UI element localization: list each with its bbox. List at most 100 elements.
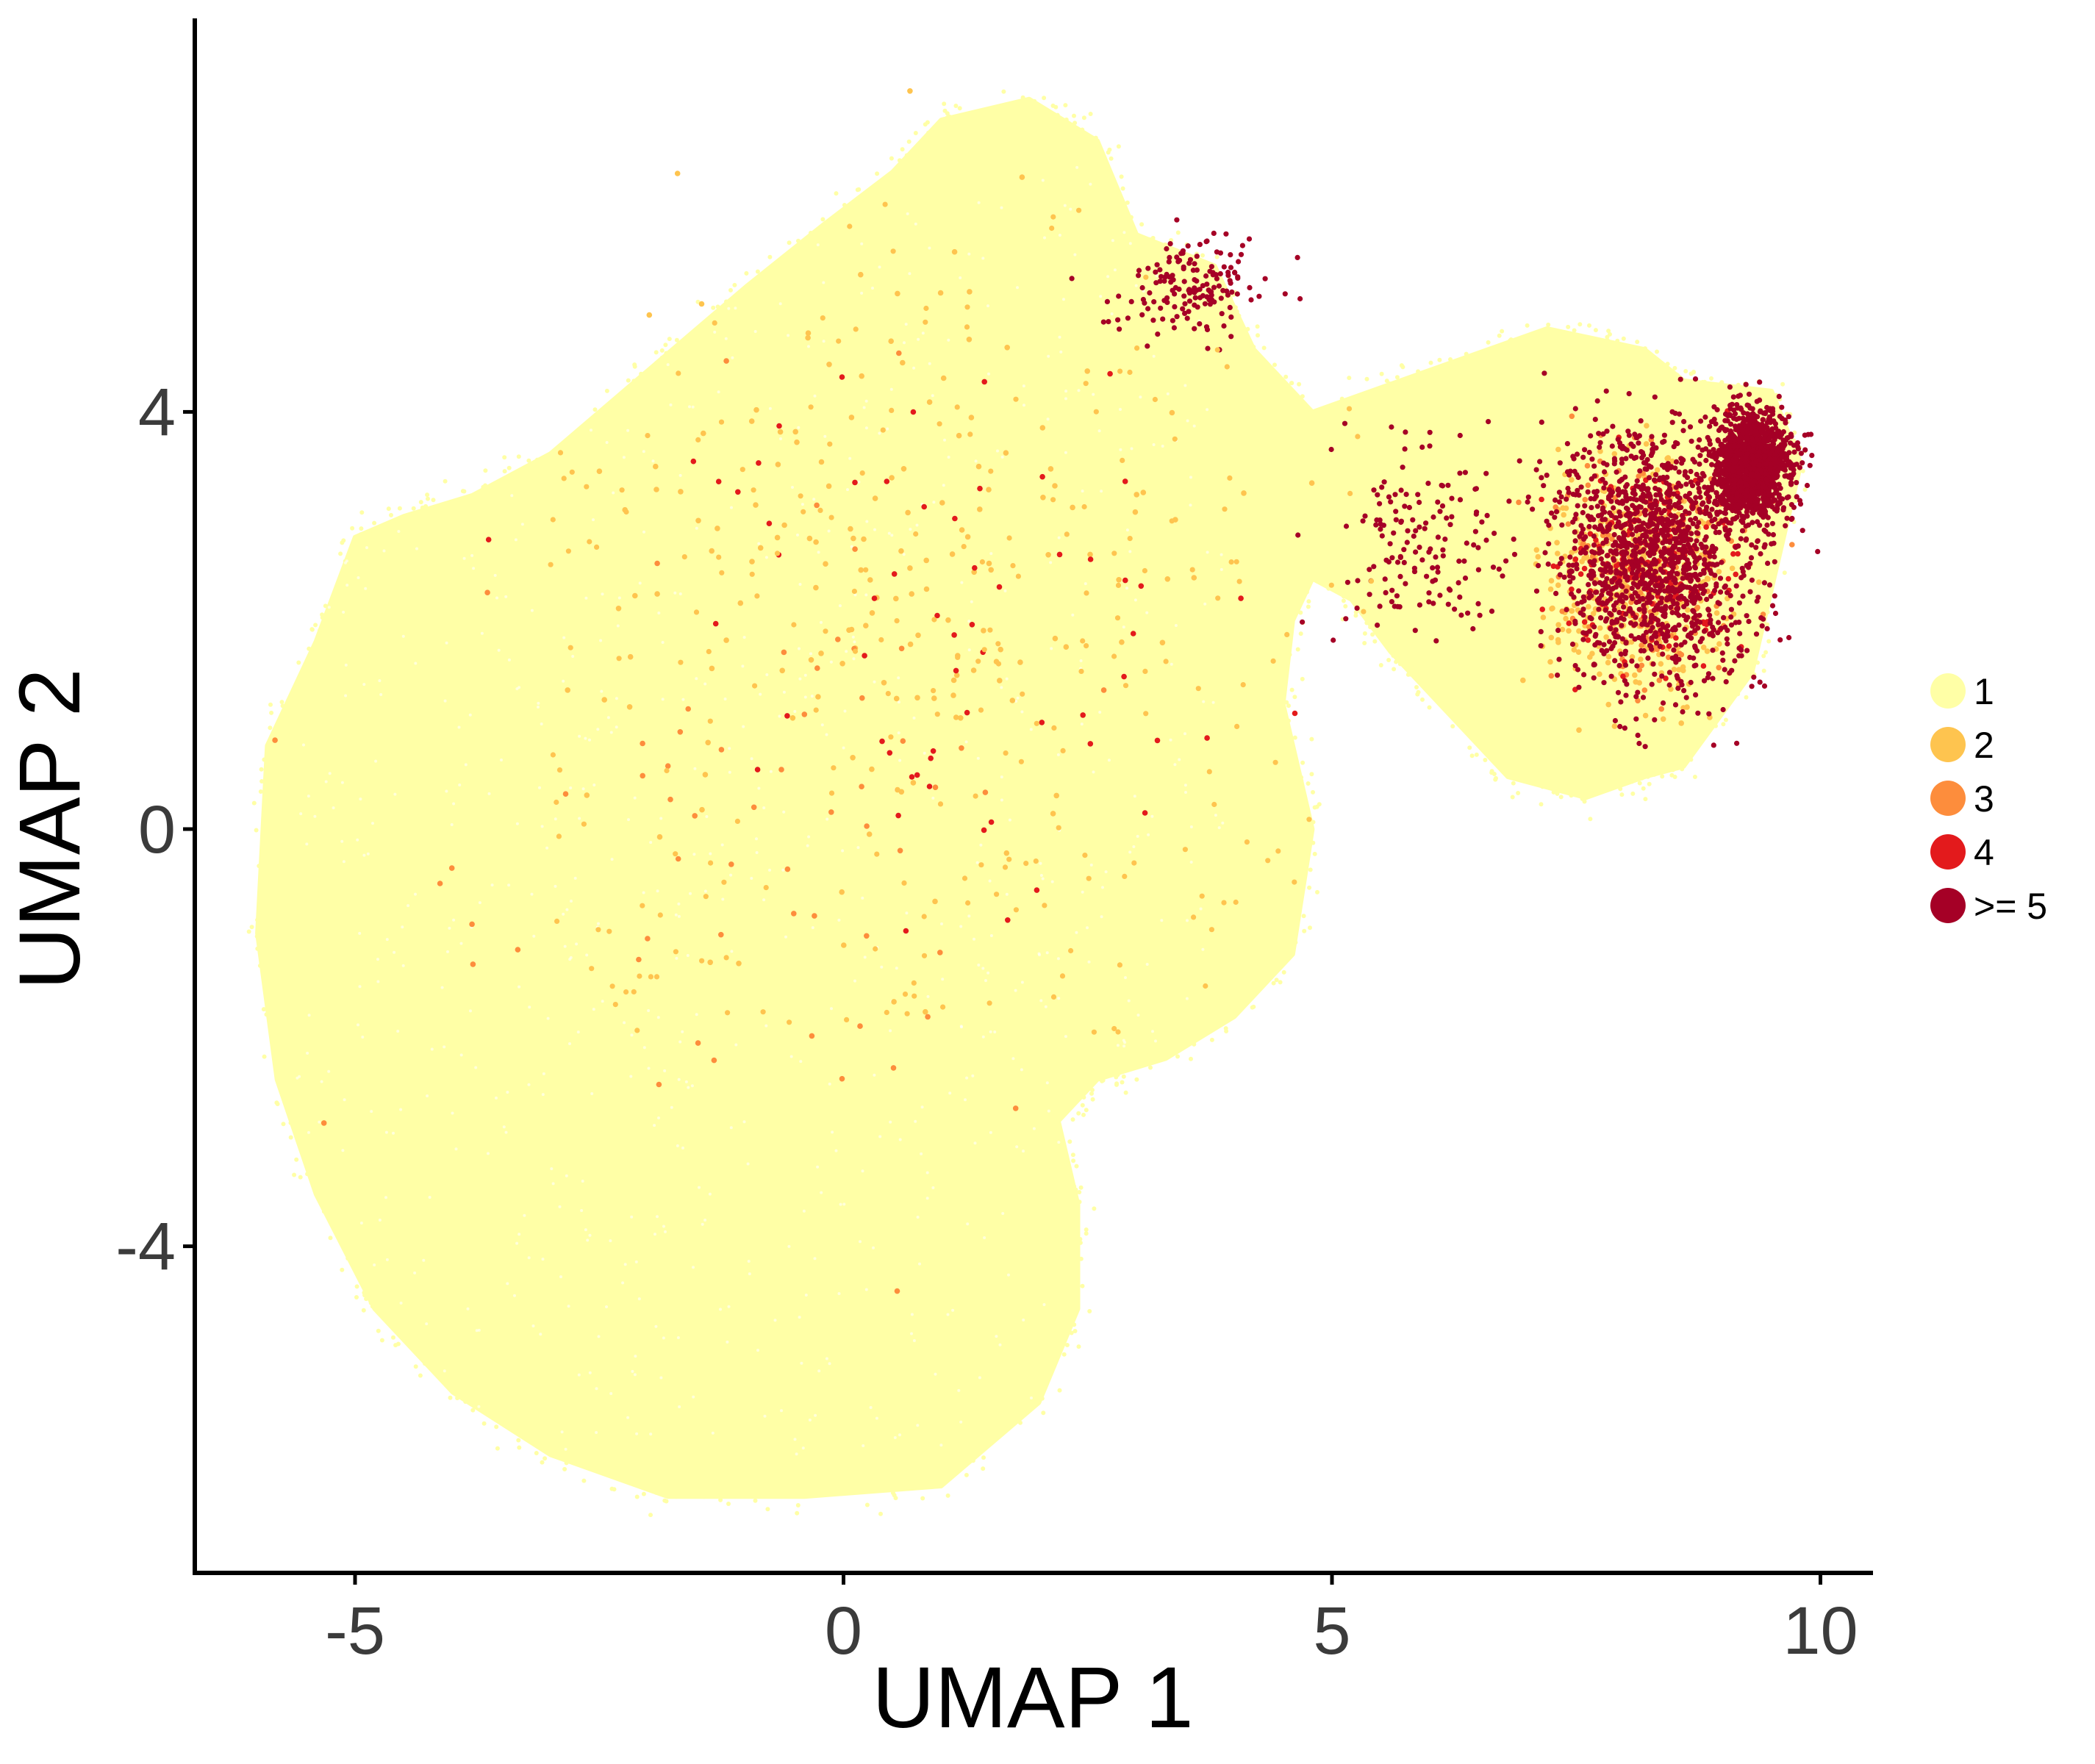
series-1-point [826, 1492, 831, 1497]
cloud-texture-dot [1173, 763, 1177, 767]
series-2-point [1716, 569, 1722, 575]
series-1-point [1059, 1327, 1064, 1332]
cloud-texture-dot [537, 701, 540, 705]
series-2-point [1003, 850, 1010, 856]
series-1-point [1074, 1258, 1079, 1263]
series-2-point [848, 626, 855, 633]
series-1-point [474, 498, 479, 503]
series-1-point [653, 350, 659, 355]
series-1-point [377, 1311, 382, 1316]
series-5-point [1704, 596, 1710, 603]
series-1-point [1052, 1363, 1056, 1369]
cloud-texture-dot [1077, 389, 1081, 392]
series-2-point [998, 646, 1003, 653]
series-1-point [1765, 609, 1770, 614]
series-4-point [756, 460, 762, 466]
series-1-point [1048, 1126, 1053, 1131]
series-1-point [1070, 1197, 1074, 1202]
series-1-point [562, 1466, 567, 1471]
series-5-point [1624, 481, 1630, 488]
series-2-point [805, 334, 811, 341]
series-5-point [1625, 429, 1631, 434]
cloud-texture-dot [813, 1257, 817, 1261]
series-5-point [1600, 588, 1605, 594]
series-5-point [1669, 420, 1675, 426]
series-1-point [1271, 689, 1276, 694]
cloud-texture-dot [678, 473, 682, 477]
cloud-texture-dot [458, 784, 462, 786]
series-5-point [1670, 564, 1676, 570]
cloud-texture-dot [1057, 536, 1061, 539]
series-1-point [1652, 772, 1657, 777]
series-5-point [1614, 469, 1619, 475]
series-4-point [977, 485, 983, 492]
series-5-point [1711, 554, 1717, 560]
cloud-texture-dot [478, 901, 481, 905]
series-5-point [1687, 545, 1693, 551]
series-2-point [986, 560, 992, 567]
cloud-texture-dot [960, 581, 964, 584]
series-2-point [1009, 698, 1016, 703]
series-5-point [1619, 562, 1625, 569]
cloud-texture-dot [616, 624, 620, 628]
series-5-point [1653, 542, 1659, 548]
series-5-point [1633, 694, 1639, 700]
cloud-texture-dot [340, 839, 344, 843]
series-2-point [1052, 635, 1059, 642]
series-5-point [1688, 630, 1694, 636]
series-5-point [1695, 481, 1701, 487]
series-5-point [1651, 477, 1658, 483]
series-5-point [1636, 740, 1642, 747]
series-1-point [1276, 725, 1281, 730]
series-1-point [1281, 686, 1286, 691]
series-5-point [1580, 509, 1586, 516]
series-5-point [1572, 516, 1578, 522]
series-5-point [1691, 655, 1697, 661]
cloud-texture-dot [971, 1074, 975, 1078]
series-1-point [900, 147, 905, 152]
series-5-point [1652, 632, 1658, 638]
cloud-texture-dot [1098, 711, 1102, 714]
series-5-point [1587, 590, 1593, 596]
series-1-point [648, 1513, 653, 1518]
cloud-texture-dot [798, 677, 802, 681]
series-1-point [1018, 1420, 1023, 1425]
cloud-texture-dot [845, 650, 848, 653]
series-1-point [653, 1484, 658, 1488]
series-1-point [360, 1274, 365, 1279]
series-1-point [269, 841, 274, 846]
series-5-point [1758, 551, 1763, 557]
series-2-point [826, 362, 832, 368]
series-5-point [1671, 444, 1677, 450]
series-5-point [1599, 648, 1605, 653]
series-1-point [1802, 487, 1808, 492]
series-1-point [1312, 805, 1317, 810]
series-4-point [996, 584, 1003, 590]
series-4-point [1620, 673, 1626, 679]
series-1-point [1303, 411, 1308, 416]
series-5-point [1799, 528, 1805, 534]
cloud-texture-dot [692, 853, 696, 856]
series-5-point [1639, 450, 1645, 456]
cloud-texture-dot [459, 1053, 463, 1057]
series-4-point [891, 571, 898, 577]
series-1-point [1353, 582, 1358, 587]
series-1-point [659, 355, 665, 360]
series-2-point [1555, 582, 1561, 588]
series-1-point [271, 881, 276, 885]
series-1-point [674, 337, 679, 343]
cloud-texture-dot [568, 1042, 571, 1045]
series-1-point [1336, 589, 1342, 594]
series-1-point [1580, 792, 1584, 797]
series-5-point [1591, 542, 1597, 548]
series-5-point [1553, 509, 1560, 514]
series-1-point [282, 717, 287, 722]
cloud-texture-dot [693, 767, 697, 770]
series-1-point [926, 130, 931, 135]
series-1-point [787, 240, 792, 245]
series-5-point [1664, 528, 1670, 534]
series-2-point [1052, 483, 1058, 489]
cloud-texture-dot [784, 935, 787, 939]
cloud-texture-dot [490, 883, 494, 887]
series-5-point [1615, 486, 1622, 492]
